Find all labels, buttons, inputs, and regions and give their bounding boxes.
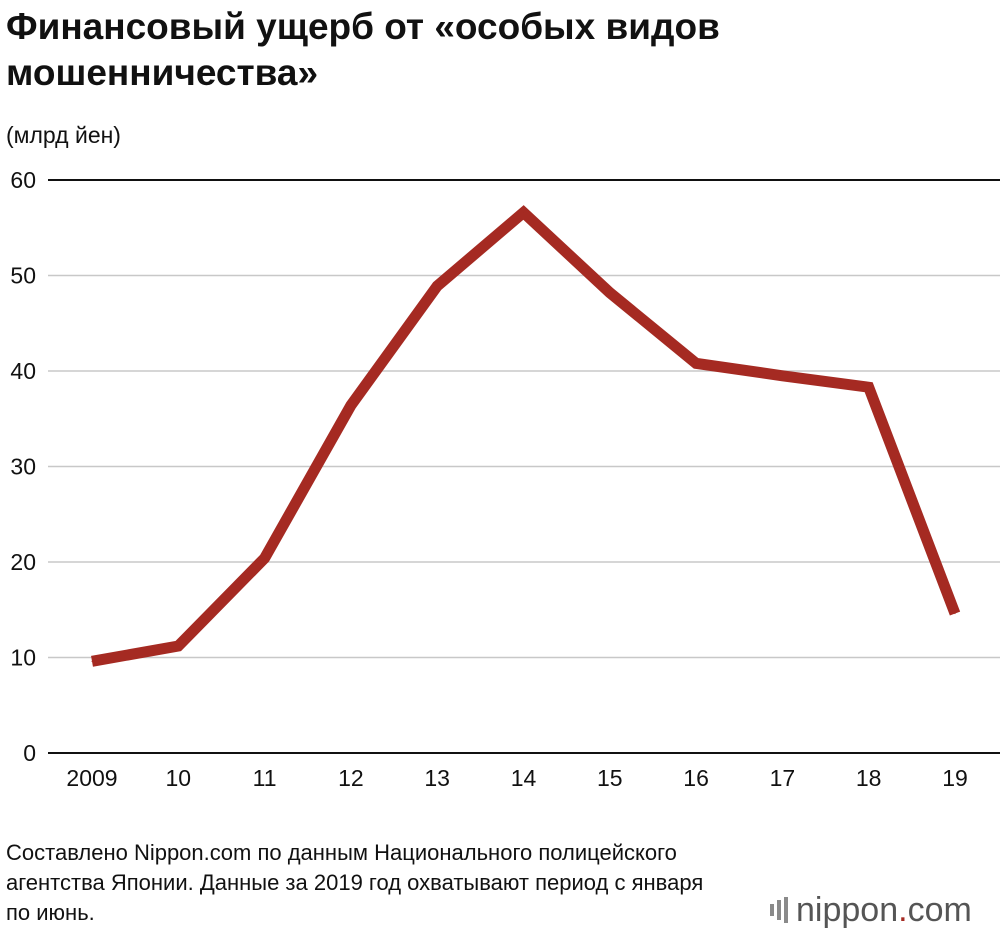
x-tick-label: 19 — [942, 765, 968, 791]
x-tick-label: 12 — [338, 765, 364, 791]
y-tick-labels: 0 10 20 30 40 50 60 — [10, 167, 36, 766]
y-tick-label: 50 — [10, 263, 36, 289]
data-point — [781, 375, 783, 377]
y-tick-label: 40 — [10, 358, 36, 384]
logo-suffix: com — [907, 891, 972, 929]
x-tick-label: 18 — [856, 765, 882, 791]
x-tick-label: 13 — [424, 765, 450, 791]
data-point — [436, 285, 438, 287]
y-tick-label: 0 — [23, 740, 36, 766]
x-tick-label: 15 — [597, 765, 623, 791]
data-point — [954, 613, 956, 615]
y-tick-label: 20 — [10, 549, 36, 575]
data-point — [177, 645, 179, 647]
y-tick-label: 10 — [10, 645, 36, 671]
data-point — [609, 292, 611, 294]
nippon-logo[interactable]: nippon. com — [770, 890, 972, 930]
x-tick-label: 17 — [770, 765, 796, 791]
line-chart: 0 10 20 30 40 50 60 2009 10 11 12 13 14 15 16 17 18 19 — [10, 167, 1000, 791]
data-point — [695, 362, 697, 364]
logo-name: nippon — [796, 891, 899, 929]
source-note: Составлено Nippon.com по данным Национал… — [6, 840, 704, 925]
x-tick-label: 10 — [166, 765, 192, 791]
x-tick-labels: 2009 10 11 12 13 14 15 16 17 18 19 — [66, 765, 967, 791]
gridlines — [48, 179, 1000, 754]
x-tick-label: 16 — [683, 765, 709, 791]
logo-bars-icon — [770, 897, 788, 923]
x-tick-label: 11 — [253, 765, 277, 791]
data-point — [868, 386, 870, 388]
chart-title: Финансовый ущерб от «особых видов мошенн… — [6, 6, 720, 93]
series-line — [91, 205, 961, 667]
y-tick-label: 60 — [10, 167, 36, 193]
series-layer — [91, 205, 961, 667]
data-point — [91, 660, 93, 662]
data-point — [350, 404, 352, 406]
y-tick-label: 30 — [10, 454, 36, 480]
data-point — [264, 557, 266, 559]
x-tick-label: 14 — [511, 765, 537, 791]
x-tick-label: 2009 — [66, 765, 117, 791]
data-point — [523, 211, 524, 213]
logo-dot: . — [898, 891, 908, 929]
y-axis-unit-label: (млрд йен) — [6, 122, 121, 148]
